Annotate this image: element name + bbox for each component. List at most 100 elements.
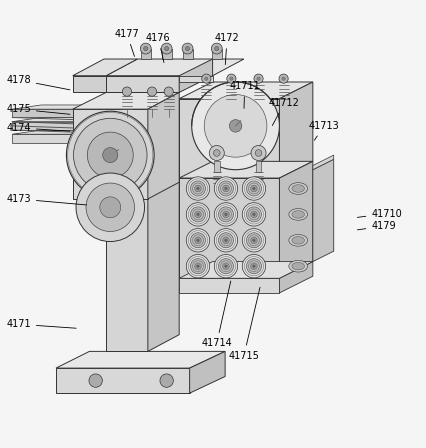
- Polygon shape: [56, 351, 225, 368]
- Polygon shape: [12, 130, 137, 134]
- Circle shape: [103, 147, 118, 163]
- Circle shape: [143, 47, 147, 51]
- Circle shape: [224, 265, 227, 267]
- Text: 41714: 41714: [201, 281, 232, 348]
- Circle shape: [242, 228, 265, 252]
- Circle shape: [160, 374, 173, 388]
- Circle shape: [222, 211, 229, 218]
- Polygon shape: [72, 92, 179, 109]
- Polygon shape: [106, 59, 243, 76]
- Text: 4178: 4178: [6, 75, 70, 90]
- Circle shape: [201, 74, 210, 83]
- Polygon shape: [12, 134, 106, 142]
- Circle shape: [214, 228, 237, 252]
- Circle shape: [209, 146, 224, 160]
- Circle shape: [211, 43, 222, 54]
- Circle shape: [186, 177, 209, 200]
- Polygon shape: [106, 116, 179, 132]
- Circle shape: [218, 207, 233, 222]
- Circle shape: [224, 187, 227, 190]
- Polygon shape: [179, 99, 279, 178]
- Text: 41710: 41710: [357, 209, 401, 219]
- Circle shape: [213, 150, 219, 156]
- Circle shape: [252, 213, 255, 215]
- Polygon shape: [182, 48, 192, 59]
- Polygon shape: [279, 262, 312, 293]
- Circle shape: [76, 173, 144, 241]
- Circle shape: [190, 181, 205, 196]
- Text: 4172: 4172: [214, 33, 239, 65]
- Text: 41712: 41712: [268, 98, 299, 125]
- Circle shape: [246, 181, 261, 196]
- Circle shape: [73, 118, 147, 192]
- Circle shape: [250, 211, 257, 218]
- Polygon shape: [12, 117, 137, 122]
- Circle shape: [194, 211, 201, 218]
- Circle shape: [196, 187, 199, 190]
- Circle shape: [191, 82, 279, 170]
- Ellipse shape: [288, 183, 307, 194]
- Circle shape: [242, 177, 265, 200]
- Circle shape: [242, 254, 265, 278]
- Circle shape: [252, 187, 255, 190]
- Circle shape: [253, 74, 262, 83]
- Polygon shape: [179, 178, 279, 278]
- Circle shape: [222, 237, 229, 244]
- Polygon shape: [179, 161, 312, 178]
- Circle shape: [246, 233, 261, 248]
- Ellipse shape: [288, 260, 307, 272]
- Circle shape: [204, 77, 207, 80]
- Circle shape: [161, 43, 172, 54]
- Circle shape: [252, 239, 255, 241]
- Circle shape: [229, 77, 233, 80]
- Circle shape: [250, 237, 257, 244]
- Circle shape: [246, 207, 261, 222]
- Circle shape: [194, 185, 201, 192]
- Text: 4173: 4173: [6, 194, 86, 205]
- Circle shape: [204, 95, 266, 157]
- Polygon shape: [56, 368, 189, 393]
- Circle shape: [86, 183, 134, 232]
- Circle shape: [164, 87, 173, 96]
- Circle shape: [66, 111, 154, 199]
- Polygon shape: [161, 48, 171, 59]
- Polygon shape: [141, 48, 150, 59]
- Polygon shape: [106, 132, 147, 351]
- Polygon shape: [312, 155, 333, 170]
- Circle shape: [190, 233, 205, 248]
- Circle shape: [196, 213, 199, 215]
- Circle shape: [214, 202, 237, 226]
- Text: 4179: 4179: [357, 221, 395, 231]
- Polygon shape: [12, 109, 106, 117]
- Polygon shape: [179, 76, 212, 82]
- Circle shape: [186, 202, 209, 226]
- Polygon shape: [179, 59, 212, 92]
- Polygon shape: [72, 76, 106, 92]
- Polygon shape: [189, 351, 225, 393]
- Circle shape: [185, 47, 189, 51]
- Circle shape: [250, 263, 257, 270]
- Circle shape: [214, 177, 237, 200]
- Polygon shape: [106, 76, 179, 92]
- Polygon shape: [12, 122, 106, 130]
- Circle shape: [196, 239, 199, 241]
- Circle shape: [242, 202, 265, 226]
- Polygon shape: [312, 159, 333, 262]
- Circle shape: [194, 263, 201, 270]
- Polygon shape: [147, 116, 179, 351]
- Circle shape: [250, 146, 265, 160]
- Circle shape: [87, 132, 133, 178]
- Text: 4174: 4174: [6, 123, 70, 133]
- Circle shape: [190, 258, 205, 274]
- Text: 4177: 4177: [114, 29, 139, 56]
- Circle shape: [164, 47, 168, 51]
- Polygon shape: [255, 160, 261, 172]
- Text: 41713: 41713: [308, 121, 339, 140]
- Circle shape: [214, 254, 237, 278]
- Polygon shape: [72, 109, 147, 199]
- Circle shape: [278, 74, 288, 83]
- Circle shape: [281, 77, 285, 80]
- Polygon shape: [179, 262, 312, 278]
- Polygon shape: [213, 160, 219, 172]
- Text: 41711: 41711: [229, 81, 259, 108]
